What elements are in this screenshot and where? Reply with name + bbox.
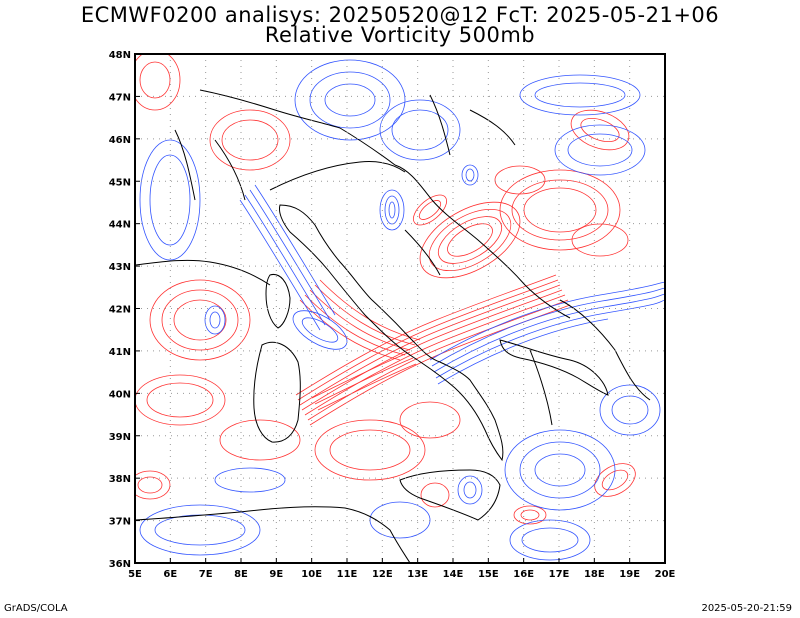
coastlines	[135, 89, 651, 563]
lon-tick-label: 13E	[407, 569, 428, 580]
lon-tick-label: 20E	[655, 569, 676, 580]
latitude-axis: 36N 37N 38N 39N 40N 41N 42N 43N 44N 45N 46N 47N 48N	[109, 50, 140, 570]
lat-tick-label: 37N	[109, 517, 131, 528]
lat-tick-label: 41N	[109, 347, 131, 358]
lon-tick-label: 14E	[443, 569, 464, 580]
lat-tick-label: 39N	[109, 432, 131, 443]
lon-tick-label: 17E	[549, 569, 570, 580]
lon-tick-label: 18E	[584, 569, 605, 580]
chart-title: ECMWF0200 analisys: 20250520@12 FcT: 202…	[80, 3, 720, 27]
lat-tick-label: 36N	[109, 559, 131, 570]
lat-tick-label: 47N	[109, 92, 131, 103]
lon-tick-label: 5E	[128, 569, 142, 580]
lon-tick-label: 6E	[163, 569, 177, 580]
positive-vorticity-contours	[135, 54, 636, 525]
lat-tick-label: 38N	[109, 474, 131, 485]
lat-tick-label: 44N	[109, 220, 131, 231]
footer-credit: GrADS/COLA	[4, 603, 68, 614]
longitude-axis: 5E 6E 7E 8E 9E 10E 11E 12E 13E 14E 15E 16E 17E 18E 19E…	[128, 558, 676, 580]
contour-field	[135, 54, 665, 563]
lon-tick-label: 15E	[478, 569, 499, 580]
footer-timestamp: 2025-05-20-21:59	[701, 603, 792, 614]
lat-tick-label: 43N	[109, 262, 131, 273]
lat-tick-label: 46N	[109, 135, 131, 146]
lat-tick-label: 40N	[109, 389, 131, 400]
lat-tick-label: 45N	[109, 177, 131, 188]
lon-tick-label: 19E	[619, 569, 640, 580]
chart-subtitle: Relative Vorticity 500mb	[264, 23, 536, 47]
lat-tick-label: 42N	[109, 305, 131, 316]
lon-tick-label: 8E	[234, 569, 248, 580]
lon-tick-label: 12E	[372, 569, 393, 580]
lon-tick-label: 9E	[269, 569, 283, 580]
lon-tick-label: 10E	[301, 569, 322, 580]
lon-tick-label: 7E	[199, 569, 213, 580]
lat-tick-label: 48N	[109, 50, 131, 61]
lon-tick-label: 11E	[337, 569, 358, 580]
map-grid	[135, 54, 665, 563]
lon-tick-label: 16E	[513, 569, 534, 580]
negative-vorticity-contours	[139, 59, 665, 561]
